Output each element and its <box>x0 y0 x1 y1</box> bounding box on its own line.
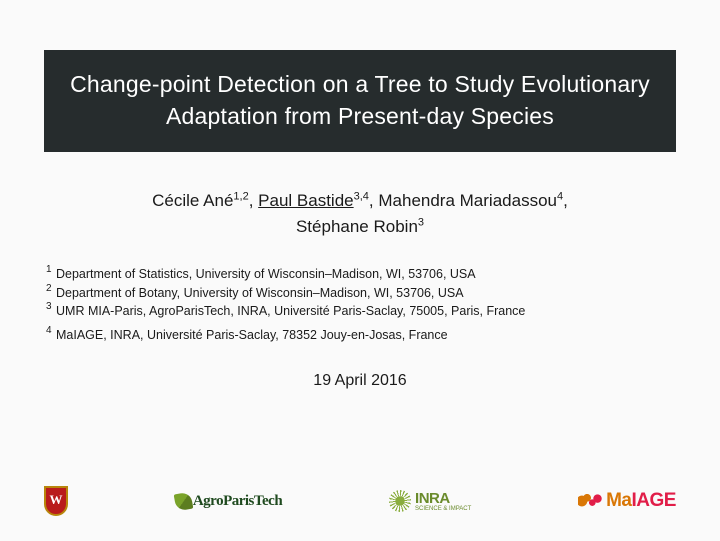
burst-icon <box>389 490 411 512</box>
maiage-logo: MaIAGE <box>578 490 676 512</box>
author-name: Mahendra Mariadassou <box>378 191 557 210</box>
affiliation-row: 3 UMR MIA-Paris, AgroParisTech, INRA, Un… <box>46 302 674 320</box>
presentation-date: 19 April 2016 <box>44 372 676 390</box>
affiliation-text: MaIAGE, INRA, Université Paris-Saclay, 7… <box>56 326 674 344</box>
inra-logo: INRA SCIENCE & IMPACT <box>389 490 471 512</box>
wisconsin-logo <box>44 486 68 516</box>
affiliation-number: 2 <box>46 282 56 300</box>
affiliation-row: 1 Department of Statistics, University o… <box>46 265 674 283</box>
logo-text: INRA <box>415 490 450 507</box>
author-name: Stéphane Robin <box>296 217 418 236</box>
author-affil-marker: 3 <box>418 216 424 228</box>
logo-text-part-a: Ma <box>606 490 631 512</box>
logo-text-part-b: IAGE <box>632 490 676 512</box>
presentation-title: Change-point Detection on a Tree to Stud… <box>44 50 676 152</box>
logo-row: AgroParisTech INRA SCIENCE & IMPACT MaIA… <box>44 483 676 519</box>
helix-icon <box>578 493 604 509</box>
affiliation-number: 3 <box>46 300 56 318</box>
affiliation-number: 1 <box>46 263 56 281</box>
logo-text: AgroParisTech <box>193 493 282 510</box>
affiliation-text: Department of Botany, University of Wisc… <box>56 284 674 302</box>
affiliation-list: 1 Department of Statistics, University o… <box>46 265 674 344</box>
agroparistech-logo: AgroParisTech <box>175 493 282 510</box>
leaf-icon <box>173 491 193 511</box>
affiliation-text: UMR MIA-Paris, AgroParisTech, INRA, Univ… <box>56 302 674 320</box>
author-list: Cécile Ané1,2, Paul Bastide3,4, Mahendra… <box>44 188 676 239</box>
affiliation-number: 4 <box>46 324 56 342</box>
logo-subtext: SCIENCE & IMPACT <box>415 507 471 512</box>
author-affil-marker: 4 <box>557 191 563 203</box>
title-slide: Change-point Detection on a Tree to Stud… <box>0 0 720 541</box>
affiliation-text: Department of Statistics, University of … <box>56 265 674 283</box>
shield-icon <box>44 486 68 516</box>
affiliation-row: 2 Department of Botany, University of Wi… <box>46 284 674 302</box>
author-name-presenting: Paul Bastide <box>258 191 353 210</box>
author-affil-marker: 3,4 <box>354 191 369 203</box>
author-name: Cécile Ané <box>152 191 233 210</box>
author-affil-marker: 1,2 <box>233 191 248 203</box>
affiliation-row: 4 MaIAGE, INRA, Université Paris-Saclay,… <box>46 326 674 344</box>
